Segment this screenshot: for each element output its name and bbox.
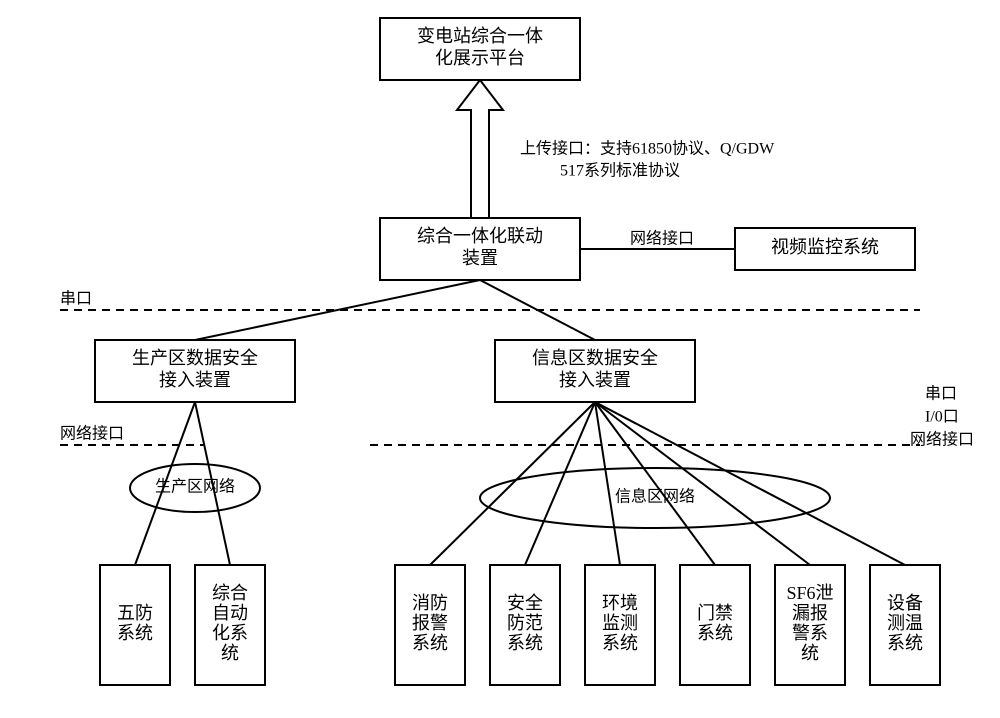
node-label-info-0: 信息区数据安全	[532, 348, 658, 368]
annotation-net_if_r: 网络接口	[630, 229, 694, 248]
annotation-upload2: 517系列标准协议	[560, 162, 680, 180]
node-label-b3-2: 系统	[412, 633, 448, 653]
node-label-b7-1: 漏报	[792, 603, 828, 623]
node-label-b5-2: 系统	[602, 633, 638, 653]
upload-arrow-icon	[457, 80, 503, 218]
node-label-info-1: 接入装置	[559, 370, 631, 390]
node-label-b1-0: 五防	[117, 603, 153, 623]
node-label-b8-2: 系统	[887, 633, 923, 653]
node-label-b2-2: 化系	[212, 623, 248, 643]
node-label-b5-1: 监测	[602, 613, 638, 633]
node-label-top-1: 化展示平台	[435, 48, 525, 68]
node-label-b3-1: 报警	[412, 613, 448, 633]
node-label-b2-3: 统	[221, 643, 239, 663]
connector-1	[195, 280, 480, 340]
node-label-b6-1: 系统	[697, 623, 733, 643]
node-label-top-0: 变电站综合一体	[417, 26, 543, 46]
ellipse-label-info_net: 信息区网络	[615, 487, 695, 506]
ellipse-label-prod_net: 生产区网络	[155, 477, 235, 496]
connector-5	[430, 402, 595, 565]
node-label-b4-1: 防范	[507, 613, 543, 633]
node-label-b3-0: 消防	[412, 593, 448, 613]
node-label-prod-0: 生产区数据安全	[132, 348, 258, 368]
node-label-b4-2: 系统	[507, 633, 543, 653]
node-label-b5-0: 环境	[602, 593, 638, 613]
annotation-net_if_l: 网络接口	[60, 424, 124, 443]
annotation-upload1: 上传接口：支持61850协议、Q/GDW	[520, 140, 775, 158]
node-label-b4-0: 安全	[507, 593, 543, 613]
annotation-serial_l: 串口	[60, 290, 92, 308]
annotation-right3: 网络接口	[910, 430, 974, 449]
node-label-linkage-0: 综合一体化联动	[417, 226, 543, 246]
node-label-b6-0: 门禁	[697, 603, 733, 623]
annotation-right1: 串口	[925, 385, 957, 403]
node-label-b1-1: 系统	[117, 623, 153, 643]
node-label-video-0: 视频监控系统	[771, 237, 879, 257]
annotation-right2: I/0口	[925, 409, 959, 426]
node-label-b2-0: 综合	[212, 583, 248, 603]
node-label-b7-3: 统	[801, 643, 819, 663]
diagram-canvas: 生产区网络信息区网络 变电站综合一体化展示平台综合一体化联动装置 视频监控系统生产区…	[0, 0, 1000, 718]
node-label-prod-1: 接入装置	[159, 370, 231, 390]
node-label-b2-1: 自动	[212, 603, 248, 623]
connector-6	[525, 402, 595, 565]
connector-7	[595, 402, 620, 565]
node-label-linkage-1: 装置	[462, 248, 498, 268]
node-label-b7-0: SF6泄	[786, 583, 833, 603]
node-label-b8-0: 设备	[887, 593, 923, 613]
connector-10	[595, 402, 905, 565]
connector-9	[595, 402, 810, 565]
node-label-b8-1: 测温	[887, 613, 923, 633]
connector-8	[595, 402, 715, 565]
node-label-b7-2: 警系	[792, 623, 828, 643]
